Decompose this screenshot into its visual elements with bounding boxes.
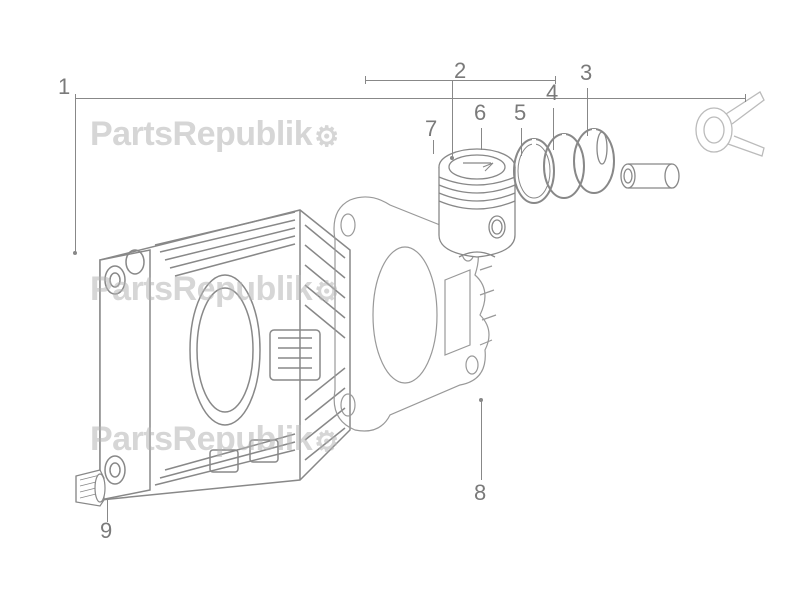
leader-line bbox=[481, 400, 482, 480]
dimension-tick bbox=[745, 94, 746, 102]
callout-1: 1 bbox=[58, 74, 70, 100]
leader-dot bbox=[73, 251, 77, 255]
callout-3: 3 bbox=[580, 60, 592, 86]
leader-line bbox=[587, 88, 588, 136]
leader-dot bbox=[479, 398, 483, 402]
dimension-tick bbox=[365, 76, 366, 84]
watermark-text: PartsRepublik bbox=[90, 115, 312, 153]
leader-line bbox=[481, 128, 482, 150]
leader-line bbox=[553, 108, 554, 150]
threaded-plug bbox=[70, 466, 110, 510]
leader-line bbox=[521, 128, 522, 156]
watermark: PartsRepublik⚙ bbox=[90, 115, 339, 154]
exploded-diagram: PartsRepublik⚙ PartsRepublik⚙ PartsRepub… bbox=[0, 0, 800, 600]
callout-9: 9 bbox=[100, 518, 112, 544]
callout-8: 8 bbox=[474, 480, 486, 506]
callout-2: 2 bbox=[454, 58, 466, 84]
callout-5: 5 bbox=[514, 100, 526, 126]
callout-7: 7 bbox=[425, 116, 437, 142]
leader-line bbox=[452, 80, 453, 158]
gear-icon: ⚙ bbox=[314, 120, 339, 153]
callout-4: 4 bbox=[546, 80, 558, 106]
wrist-pin bbox=[618, 160, 682, 192]
dimension-line bbox=[75, 98, 745, 99]
leader-line bbox=[433, 140, 434, 154]
leader-dot bbox=[450, 156, 454, 160]
circlip bbox=[592, 128, 614, 168]
callout-6: 6 bbox=[474, 100, 486, 126]
leader-line bbox=[75, 98, 76, 253]
